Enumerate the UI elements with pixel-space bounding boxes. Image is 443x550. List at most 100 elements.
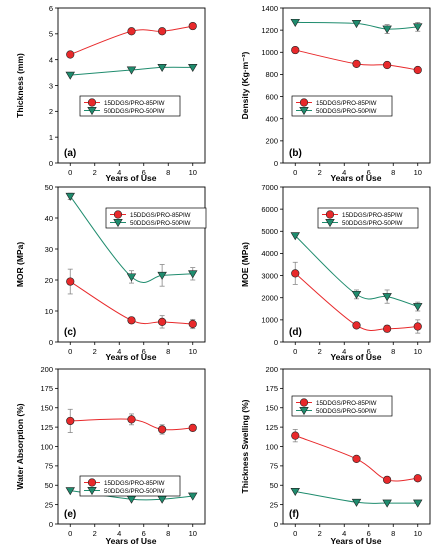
legend-label: 15DDGS/PRO-85PIW [316,400,377,407]
x-tick-label: 6 [367,529,371,538]
y-tick-label: 50 [45,183,53,192]
data-point [382,25,392,34]
data-point [127,316,136,325]
x-tick-label: 10 [414,168,422,177]
y-tick-label: 2000 [261,294,278,303]
legend-marker [299,98,309,107]
data-point [66,277,75,286]
x-tick-label: 8 [166,529,170,538]
series-line [294,272,418,331]
x-axis-label: Years of Use [105,173,156,183]
legend-label: 15DDGS/PRO-85PIW [104,100,165,107]
x-tick-label: 6 [367,168,371,177]
x-tick-label: 0 [68,529,72,538]
y-axis-label: MOE (MPa) [240,242,250,287]
data-point [351,20,362,29]
x-tick-label: 8 [391,347,395,356]
y-tick-label: 100 [40,442,53,451]
panel-label: (b) [289,148,302,159]
y-tick-label: 125 [265,423,278,432]
y-tick-label: 800 [265,70,278,79]
legend-label: 50DDGS/PRO-50PIW [104,108,165,115]
x-tick-label: 8 [166,168,170,177]
legend-marker [299,407,309,416]
x-tick-label: 2 [93,529,97,538]
chart-panel: 0 25 50 75 100 125 150 175 200 0 2 4 6 8 10 Years of Us… [240,365,431,546]
y-tick-label: 1 [49,133,53,142]
x-tick-label: 2 [318,168,322,177]
x-tick-label: 4 [117,529,121,538]
data-point [383,475,392,484]
y-tick-label: 175 [265,384,278,393]
data-point [413,23,423,32]
y-tick-label: 0 [274,520,278,529]
legend-box [79,475,181,497]
x-tick-label: 4 [342,168,346,177]
y-tick-label: 4 [49,55,53,64]
x-tick-label: 10 [189,529,197,538]
panel-label: (e) [64,509,76,520]
data-point [157,63,167,72]
data-point [382,293,392,302]
plot-frame [282,186,431,343]
y-tick-label: 3 [49,81,53,90]
data-point [188,423,197,433]
x-tick-label: 2 [93,168,97,177]
y-tick-label: 3000 [261,271,278,280]
series-line [69,195,193,283]
x-tick-label: 0 [293,529,297,538]
data-point [158,27,167,36]
y-tick-label: 75 [45,462,53,471]
data-point [352,321,361,330]
x-axis-label: Years of Use [105,352,156,362]
y-tick-label: 4000 [261,249,278,258]
data-point [413,65,422,75]
x-tick-label: 4 [342,347,346,356]
y-axis-label: Thickness (mm) [15,53,25,118]
series-line [69,281,193,325]
y-tick-label: 6000 [261,205,278,214]
legend-box [105,207,207,229]
data-point [291,431,300,440]
chart-panel: 0 10 20 30 40 50 0 2 4 6 8 10 Years of Use MOR (MPa) (… [15,183,207,362]
y-tick-label: 175 [40,384,53,393]
data-point [188,63,198,72]
data-point [65,487,75,496]
data-point [291,269,300,278]
y-tick-label: 25 [45,500,53,509]
y-tick-label: 200 [265,365,278,374]
data-point [127,27,136,36]
x-tick-label: 4 [342,529,346,538]
y-tick-label: 0 [49,520,53,529]
data-point [188,319,197,329]
chart-panel: 0 1 2 3 4 5 6 0 2 4 6 8 10 Years of Use Thickness (mm)… [15,4,206,183]
data-point [413,499,423,508]
x-tick-label: 2 [93,347,97,356]
data-point [290,232,300,241]
y-tick-label: 25 [270,500,278,509]
legend-box [291,95,393,117]
y-axis-label: Thickness Swelling (%) [240,399,250,493]
plot-frame [282,7,431,164]
x-tick-label: 2 [318,529,322,538]
y-tick-label: 1000 [261,316,278,325]
legend-label: 50DDGS/PRO-50PIW [130,220,191,227]
x-tick-label: 8 [391,168,395,177]
y-tick-label: 400 [265,115,278,124]
legend-label: 50DDGS/PRO-50PIW [342,220,403,227]
data-point [65,192,75,201]
y-tick-label: 50 [270,481,278,490]
panel-label: (c) [64,327,76,338]
data-point [127,415,136,424]
legend-label: 50DDGS/PRO-50PIW [316,108,377,115]
x-tick-label: 6 [142,168,146,177]
legend-marker [325,219,335,228]
x-tick-label: 10 [189,168,197,177]
data-point [383,60,392,70]
y-tick-label: 1200 [261,26,278,35]
legend-marker [87,478,97,487]
x-tick-label: 0 [293,347,297,356]
series-line [295,21,418,30]
data-point [290,487,300,497]
legend-label: 15DDGS/PRO-85PIW [342,212,403,219]
